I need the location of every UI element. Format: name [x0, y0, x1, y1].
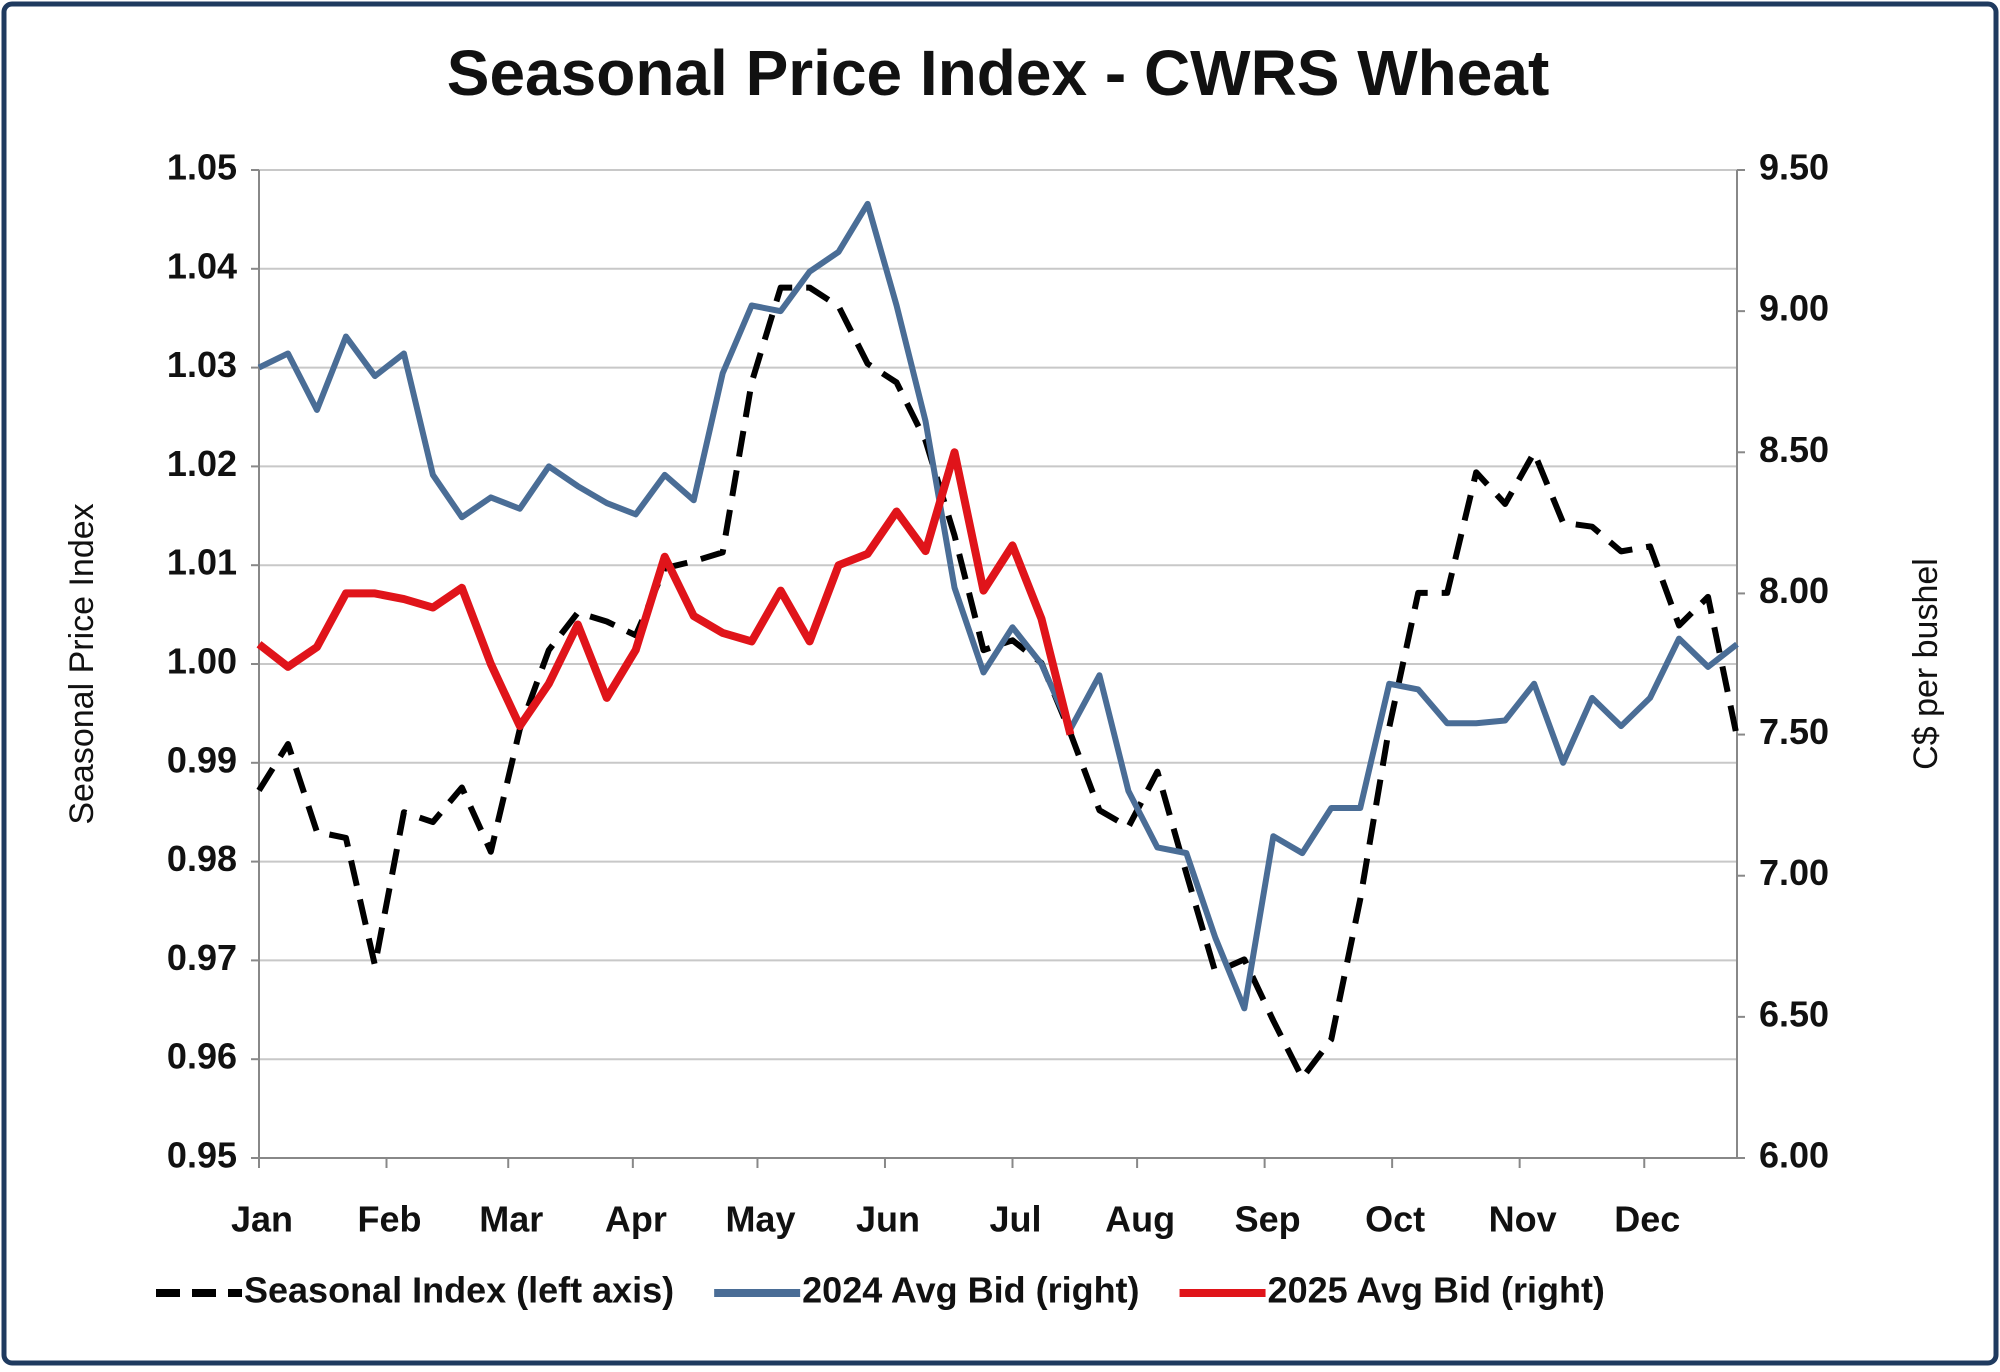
y-axis-label: Seasonal Price Index — [63, 503, 101, 824]
y2-tick-label: 6.00 — [1759, 1135, 1829, 1176]
y-tick-label: 1.00 — [167, 641, 237, 682]
x-tick-label: Jul — [989, 1199, 1041, 1240]
y2-tick-label: 9.50 — [1759, 147, 1829, 188]
x-tick-label: Sep — [1235, 1199, 1301, 1240]
y-tick-label: 0.99 — [167, 739, 237, 780]
legend-label: Seasonal Index (left axis) — [244, 1270, 674, 1311]
y2-axis-label: C$ per bushel — [1907, 558, 1945, 770]
y2-tick-label: 8.50 — [1759, 429, 1829, 470]
legend-label: 2025 Avg Bid (right) — [1268, 1270, 1605, 1311]
x-tick-label: Jan — [231, 1199, 293, 1240]
x-tick-label: Nov — [1489, 1199, 1557, 1240]
y-tick-label: 1.02 — [167, 443, 237, 484]
x-tick-label: Aug — [1105, 1199, 1175, 1240]
chart-title: Seasonal Price Index - CWRS Wheat — [447, 37, 1550, 109]
y-tick-label: 0.97 — [167, 937, 237, 978]
y-tick-label: 1.03 — [167, 344, 237, 385]
x-tick-label: May — [725, 1199, 795, 1240]
y-tick-label: 1.01 — [167, 542, 237, 583]
x-tick-label: Feb — [358, 1199, 422, 1240]
y-tick-label: 1.05 — [167, 147, 237, 188]
y2-tick-label: 8.00 — [1759, 570, 1829, 611]
y2-tick-label: 7.00 — [1759, 852, 1829, 893]
y-tick-label: 0.96 — [167, 1036, 237, 1077]
x-tick-label: Dec — [1614, 1199, 1680, 1240]
legend-label: 2024 Avg Bid (right) — [802, 1270, 1139, 1311]
y2-tick-label: 6.50 — [1759, 993, 1829, 1034]
y-tick-label: 0.95 — [167, 1135, 237, 1176]
series-line — [256, 448, 1075, 736]
y2-tick-label: 7.50 — [1759, 711, 1829, 752]
x-tick-label: Jun — [856, 1199, 920, 1240]
x-tick-label: Mar — [479, 1199, 543, 1240]
y-tick-label: 1.04 — [167, 245, 237, 286]
series-line — [257, 200, 1739, 1012]
x-tick-label: Oct — [1365, 1199, 1425, 1240]
x-tick-label: Apr — [605, 1199, 667, 1240]
y2-tick-label: 9.00 — [1759, 288, 1829, 329]
y-tick-label: 0.98 — [167, 838, 237, 879]
